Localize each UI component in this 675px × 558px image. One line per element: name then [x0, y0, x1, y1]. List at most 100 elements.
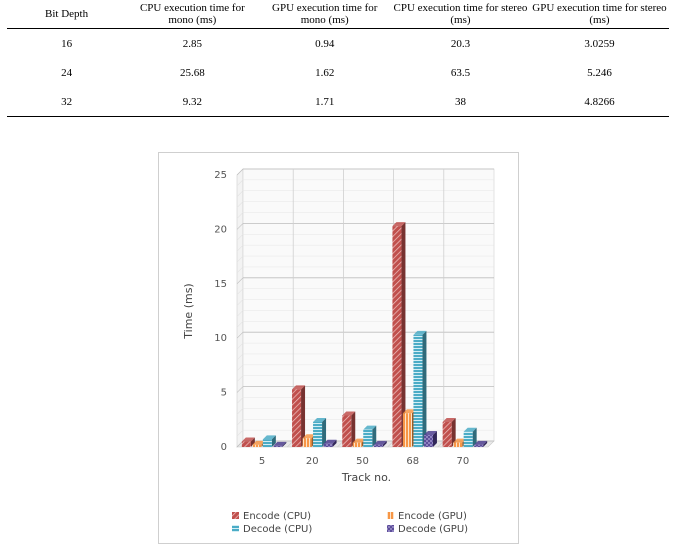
- bar-top: [363, 425, 377, 430]
- bar-side: [401, 222, 406, 447]
- gridline: [236, 342, 244, 350]
- bar-side: [422, 330, 427, 447]
- bar-front: [413, 334, 423, 447]
- bar-front: [342, 415, 352, 447]
- y-axis-ticks: 0 5 10 15 20 25: [214, 170, 227, 453]
- bar-top: [292, 385, 306, 390]
- bar-front: [352, 442, 362, 447]
- bar: [292, 385, 306, 447]
- gridline: [236, 331, 244, 339]
- y-tick-label: 25: [214, 170, 227, 181]
- header-gpu-mono: GPU execution time for mono (ms): [258, 0, 391, 29]
- bar: [241, 437, 255, 447]
- bar-side: [271, 435, 276, 447]
- y-tick-label: 10: [214, 333, 227, 344]
- bar-front: [402, 413, 412, 447]
- gridline: [236, 429, 244, 437]
- gridline: [236, 310, 244, 317]
- bar-top: [453, 438, 467, 443]
- header-gpu-stereo: GPU execution time for stereo (ms): [529, 0, 669, 29]
- table-cell: 0.94: [315, 37, 335, 50]
- gridline: [236, 288, 244, 295]
- x-tick-label: 50: [356, 456, 369, 467]
- bar: [323, 439, 337, 447]
- bar-front: [313, 421, 323, 447]
- gridline: [236, 212, 244, 219]
- legend-swatch: [387, 512, 394, 519]
- legend-label: Encode (GPU): [398, 511, 467, 522]
- gridline: [236, 190, 244, 197]
- y-tick-label: 20: [214, 224, 227, 235]
- bar-front: [252, 444, 262, 447]
- y-tick-label: 5: [221, 388, 227, 399]
- gridline: [236, 168, 244, 176]
- table-cell: 9.32: [126, 87, 259, 117]
- table-cell: 16: [61, 37, 73, 50]
- header-bit-depth: Bit Depth: [7, 0, 127, 29]
- bar-front: [463, 431, 473, 447]
- gridline: [236, 386, 244, 393]
- bar-side: [432, 431, 437, 447]
- bar: [313, 417, 327, 447]
- bar-top: [241, 437, 255, 442]
- bar: [342, 411, 356, 447]
- bar-top: [352, 438, 366, 443]
- gridline: [236, 419, 244, 426]
- gridline: [236, 201, 244, 208]
- bar: [423, 431, 437, 447]
- legend-item: Encode (CPU): [232, 511, 311, 522]
- legend-swatch: [232, 525, 239, 532]
- bar-front: [262, 439, 272, 447]
- bar: [273, 441, 287, 447]
- bar-top: [262, 435, 276, 440]
- chart-legend: Encode (CPU) Encode (GPU) Decode (CPU) Deco…: [232, 511, 468, 535]
- bar-side: [282, 441, 287, 447]
- bar-top: [423, 431, 437, 436]
- table-cell: 5.246: [587, 66, 612, 79]
- back-wall: [242, 168, 495, 442]
- table-cell: 38: [390, 87, 530, 117]
- bar-top: [252, 440, 266, 445]
- bar-side: [322, 417, 327, 447]
- legend-label: Encode (CPU): [243, 511, 311, 522]
- bar-side: [250, 437, 255, 447]
- gridline: [236, 244, 244, 252]
- bar-side: [483, 440, 488, 447]
- legend-label: Decode (CPU): [243, 524, 312, 535]
- bar-top: [323, 439, 337, 444]
- bar-top: [474, 440, 488, 445]
- table-row: 32 9.32 1.71 38 4.8266: [7, 87, 669, 117]
- gridline: [236, 321, 244, 328]
- gridline: [236, 408, 244, 415]
- table-cell: 24: [61, 66, 73, 79]
- legend-item: Decode (GPU): [387, 524, 468, 535]
- bar-front: [241, 441, 251, 447]
- bar-top: [463, 427, 477, 432]
- bar-front: [423, 435, 433, 447]
- bar-front: [302, 438, 312, 447]
- bar-front: [392, 226, 402, 447]
- bar-chart: 0 5 10 15 20 25 5 20 50 68 70 Time (ms) Track no.…: [158, 152, 519, 544]
- bar-front: [363, 429, 373, 447]
- table-cell: 1.71: [258, 87, 391, 117]
- gridline: [236, 179, 244, 187]
- table-cell: 1.62: [315, 66, 335, 79]
- table-row: 24 25.68 1.62 63.5 5.246: [7, 58, 669, 87]
- bar-top: [313, 417, 327, 422]
- table-cell: 20.3: [450, 37, 471, 50]
- side-wall: [236, 168, 244, 448]
- y-tick-label: 0: [221, 442, 227, 453]
- table-cell: 32: [7, 87, 127, 117]
- bar-side: [472, 427, 477, 447]
- bars-group: [241, 222, 488, 447]
- gridline: [236, 277, 244, 285]
- x-tick-label: 70: [457, 456, 470, 467]
- gridline: [236, 353, 244, 361]
- bar: [363, 425, 377, 447]
- y-tick-label: 15: [214, 279, 227, 290]
- x-tick-label: 5: [259, 456, 265, 467]
- gridline: [236, 266, 244, 274]
- bar-top: [442, 417, 456, 422]
- table-cell: 63.5: [450, 66, 471, 79]
- table-cell: 2.85: [182, 37, 202, 50]
